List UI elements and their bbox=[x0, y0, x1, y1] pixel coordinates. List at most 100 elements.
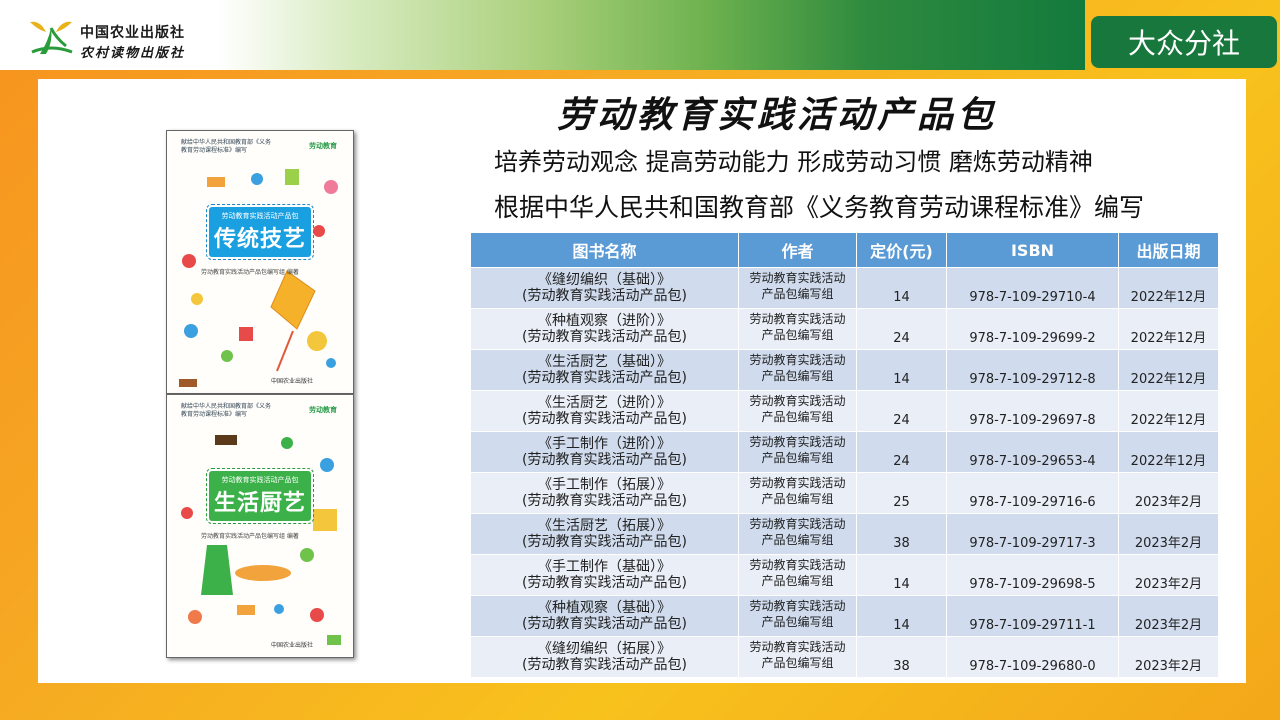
book-title: 《缝纫编织（基础）》 bbox=[538, 272, 671, 288]
cell-book-name: 《种植观察（进阶）》 (劳动教育实践活动产品包) bbox=[470, 308, 739, 350]
author-line-2: 产品包编写组 bbox=[761, 328, 834, 342]
cell-pub-date: 2022年12月 bbox=[1118, 308, 1219, 350]
cell-price: 14 bbox=[856, 554, 947, 596]
book-series: (劳动教育实践活动产品包) bbox=[522, 452, 687, 468]
header-banner: 中国农业出版社 农村读物出版社 bbox=[0, 0, 1085, 70]
cell-isbn: 978-7-109-29711-1 bbox=[946, 595, 1119, 637]
book-series: (劳动教育实践活动产品包) bbox=[522, 493, 687, 509]
cell-author: 劳动教育实践活动 产品包编写组 bbox=[738, 267, 857, 309]
book-series: (劳动教育实践活动产品包) bbox=[522, 657, 687, 673]
cell-author: 劳动教育实践活动 产品包编写组 bbox=[738, 308, 857, 350]
author-line-1: 劳动教育实践活动 bbox=[749, 558, 846, 572]
cell-isbn: 978-7-109-29680-0 bbox=[946, 636, 1119, 678]
book-title: 《生活厨艺（基础）》 bbox=[538, 354, 671, 370]
cell-author: 劳动教育实践活动 产品包编写组 bbox=[738, 390, 857, 432]
subtitle-standard: 根据中华人民共和国教育部《义务教育劳动课程标准》编写 bbox=[494, 193, 1145, 222]
cell-book-name: 《缝纫编织（基础）》 (劳动教育实践活动产品包) bbox=[470, 267, 739, 309]
cover-card-title: 传统技艺 bbox=[213, 227, 306, 252]
cell-isbn: 978-7-109-29717-3 bbox=[946, 513, 1119, 555]
cell-price: 25 bbox=[856, 472, 947, 514]
publisher-logo-icon bbox=[30, 21, 73, 54]
cell-book-name: 《缝纫编织（拓展）》 (劳动教育实践活动产品包) bbox=[470, 636, 739, 678]
book-list-table: 图书名称 作者 定价(元) ISBN 出版日期 《缝纫编织（基础）》 (劳动教育实… bbox=[470, 232, 1219, 678]
cell-author: 劳动教育实践活动 产品包编写组 bbox=[738, 349, 857, 391]
author-line-1: 劳动教育实践活动 bbox=[749, 640, 846, 654]
book-series: (劳动教育实践活动产品包) bbox=[522, 411, 687, 427]
table-row: 《手工制作（基础）》 (劳动教育实践活动产品包) 劳动教育实践活动 产品包编写组 14 9… bbox=[470, 554, 1219, 596]
table-row: 《生活厨艺（基础）》 (劳动教育实践活动产品包) 劳动教育实践活动 产品包编写组 14 9… bbox=[470, 349, 1219, 391]
author-line-2: 产品包编写组 bbox=[761, 369, 834, 383]
book-title: 《缝纫编织（拓展）》 bbox=[538, 641, 671, 657]
page-title: 劳动教育实践活动产品包 bbox=[557, 94, 998, 136]
cover-author: 劳动教育实践活动产品包编写组 编著 bbox=[201, 269, 299, 276]
author-line-2: 产品包编写组 bbox=[761, 615, 834, 629]
cell-pub-date: 2022年12月 bbox=[1118, 267, 1219, 309]
branch-label: 大众分社 bbox=[1091, 16, 1277, 68]
header-isbn: ISBN bbox=[946, 232, 1119, 268]
cover-illustrations-icon bbox=[179, 169, 338, 387]
table-row: 《种植观察（进阶）》 (劳动教育实践活动产品包) 劳动教育实践活动 产品包编写组 24 9… bbox=[470, 308, 1219, 350]
book-series: (劳动教育实践活动产品包) bbox=[522, 616, 687, 632]
cover-title-card: 劳动教育实践活动产品包 生活厨艺 bbox=[206, 468, 314, 524]
publisher-name-secondary: 农村读物出版社 bbox=[80, 46, 186, 61]
author-line-1: 劳动教育实践活动 bbox=[749, 353, 846, 367]
table-row: 《手工制作（拓展）》 (劳动教育实践活动产品包) 劳动教育实践活动 产品包编写组 25 9… bbox=[470, 472, 1219, 514]
book-series: (劳动教育实践活动产品包) bbox=[522, 534, 687, 550]
cell-price: 24 bbox=[856, 308, 947, 350]
book-title: 《种植观察（进阶）》 bbox=[538, 313, 671, 329]
cell-author: 劳动教育实践活动 产品包编写组 bbox=[738, 554, 857, 596]
cell-isbn: 978-7-109-29653-4 bbox=[946, 431, 1119, 473]
cell-pub-date: 2022年12月 bbox=[1118, 431, 1219, 473]
cell-pub-date: 2023年2月 bbox=[1118, 472, 1219, 514]
cell-isbn: 978-7-109-29699-2 bbox=[946, 308, 1119, 350]
cell-isbn: 978-7-109-29712-8 bbox=[946, 349, 1119, 391]
cell-book-name: 《手工制作（进阶）》 (劳动教育实践活动产品包) bbox=[470, 431, 739, 473]
cell-pub-date: 2022年12月 bbox=[1118, 349, 1219, 391]
author-line-1: 劳动教育实践活动 bbox=[749, 476, 846, 490]
cell-pub-date: 2023年2月 bbox=[1118, 513, 1219, 555]
cell-author: 劳动教育实践活动 产品包编写组 bbox=[738, 431, 857, 473]
cover-series-text: 献给中华人民共和国教育部《义务教育劳动课程标准》编写 bbox=[181, 403, 272, 418]
table-row: 《缝纫编织（基础）》 (劳动教育实践活动产品包) 劳动教育实践活动 产品包编写组 14 9… bbox=[470, 267, 1219, 309]
cover-card-subtitle: 劳动教育实践活动产品包 bbox=[221, 212, 299, 220]
cell-isbn: 978-7-109-29710-4 bbox=[946, 267, 1119, 309]
cover-title-card: 劳动教育实践活动产品包 传统技艺 bbox=[206, 204, 314, 260]
cover-badge: 劳动教育 bbox=[309, 406, 337, 414]
author-line-2: 产品包编写组 bbox=[761, 533, 834, 547]
cover-press: 中国农业出版社 bbox=[271, 642, 314, 649]
author-line-2: 产品包编写组 bbox=[761, 451, 834, 465]
cover-illustrations-icon bbox=[181, 435, 341, 645]
cell-pub-date: 2023年2月 bbox=[1118, 554, 1219, 596]
author-line-1: 劳动教育实践活动 bbox=[749, 312, 846, 326]
author-line-2: 产品包编写组 bbox=[761, 410, 834, 424]
cell-author: 劳动教育实践活动 产品包编写组 bbox=[738, 472, 857, 514]
author-line-2: 产品包编写组 bbox=[761, 492, 834, 506]
table-row: 《生活厨艺（拓展）》 (劳动教育实践活动产品包) 劳动教育实践活动 产品包编写组 38 9… bbox=[470, 513, 1219, 555]
table-row: 《生活厨艺（进阶）》 (劳动教育实践活动产品包) 劳动教育实践活动 产品包编写组 24 9… bbox=[470, 390, 1219, 432]
cell-book-name: 《生活厨艺（拓展）》 (劳动教育实践活动产品包) bbox=[470, 513, 739, 555]
cell-pub-date: 2022年12月 bbox=[1118, 390, 1219, 432]
cover-press: 中国农业出版社 bbox=[271, 378, 314, 385]
header-price: 定价(元) bbox=[856, 232, 947, 268]
author-line-1: 劳动教育实践活动 bbox=[749, 394, 846, 408]
cell-pub-date: 2023年2月 bbox=[1118, 636, 1219, 678]
book-series: (劳动教育实践活动产品包) bbox=[522, 575, 687, 591]
header-author: 作者 bbox=[738, 232, 857, 268]
book-cover-home-cooking: 献给中华人民共和国教育部《义务教育劳动课程标准》编写 劳动教育 劳动教育实践活动… bbox=[166, 394, 354, 658]
subtitle-goals: 培养劳动观念 提高劳动能力 形成劳动习惯 磨炼劳动精神 bbox=[494, 148, 1093, 176]
cell-isbn: 978-7-109-29698-5 bbox=[946, 554, 1119, 596]
cell-price: 24 bbox=[856, 431, 947, 473]
cell-isbn: 978-7-109-29716-6 bbox=[946, 472, 1119, 514]
cover-author: 劳动教育实践活动产品包编写组 编著 bbox=[201, 533, 299, 540]
book-title: 《手工制作（进阶）》 bbox=[538, 436, 671, 452]
cell-book-name: 《生活厨艺（基础）》 (劳动教育实践活动产品包) bbox=[470, 349, 739, 391]
table-row: 《手工制作（进阶）》 (劳动教育实践活动产品包) 劳动教育实践活动 产品包编写组 24 9… bbox=[470, 431, 1219, 473]
header-pub-date: 出版日期 bbox=[1118, 232, 1219, 268]
header-book-name: 图书名称 bbox=[470, 232, 739, 268]
cell-book-name: 《手工制作（基础）》 (劳动教育实践活动产品包) bbox=[470, 554, 739, 596]
publisher-name: 中国农业出版社 bbox=[80, 25, 185, 41]
table-row: 《种植观察（基础）》 (劳动教育实践活动产品包) 劳动教育实践活动 产品包编写组 14 9… bbox=[470, 595, 1219, 637]
cell-author: 劳动教育实践活动 产品包编写组 bbox=[738, 636, 857, 678]
cell-price: 14 bbox=[856, 349, 947, 391]
cell-price: 14 bbox=[856, 595, 947, 637]
